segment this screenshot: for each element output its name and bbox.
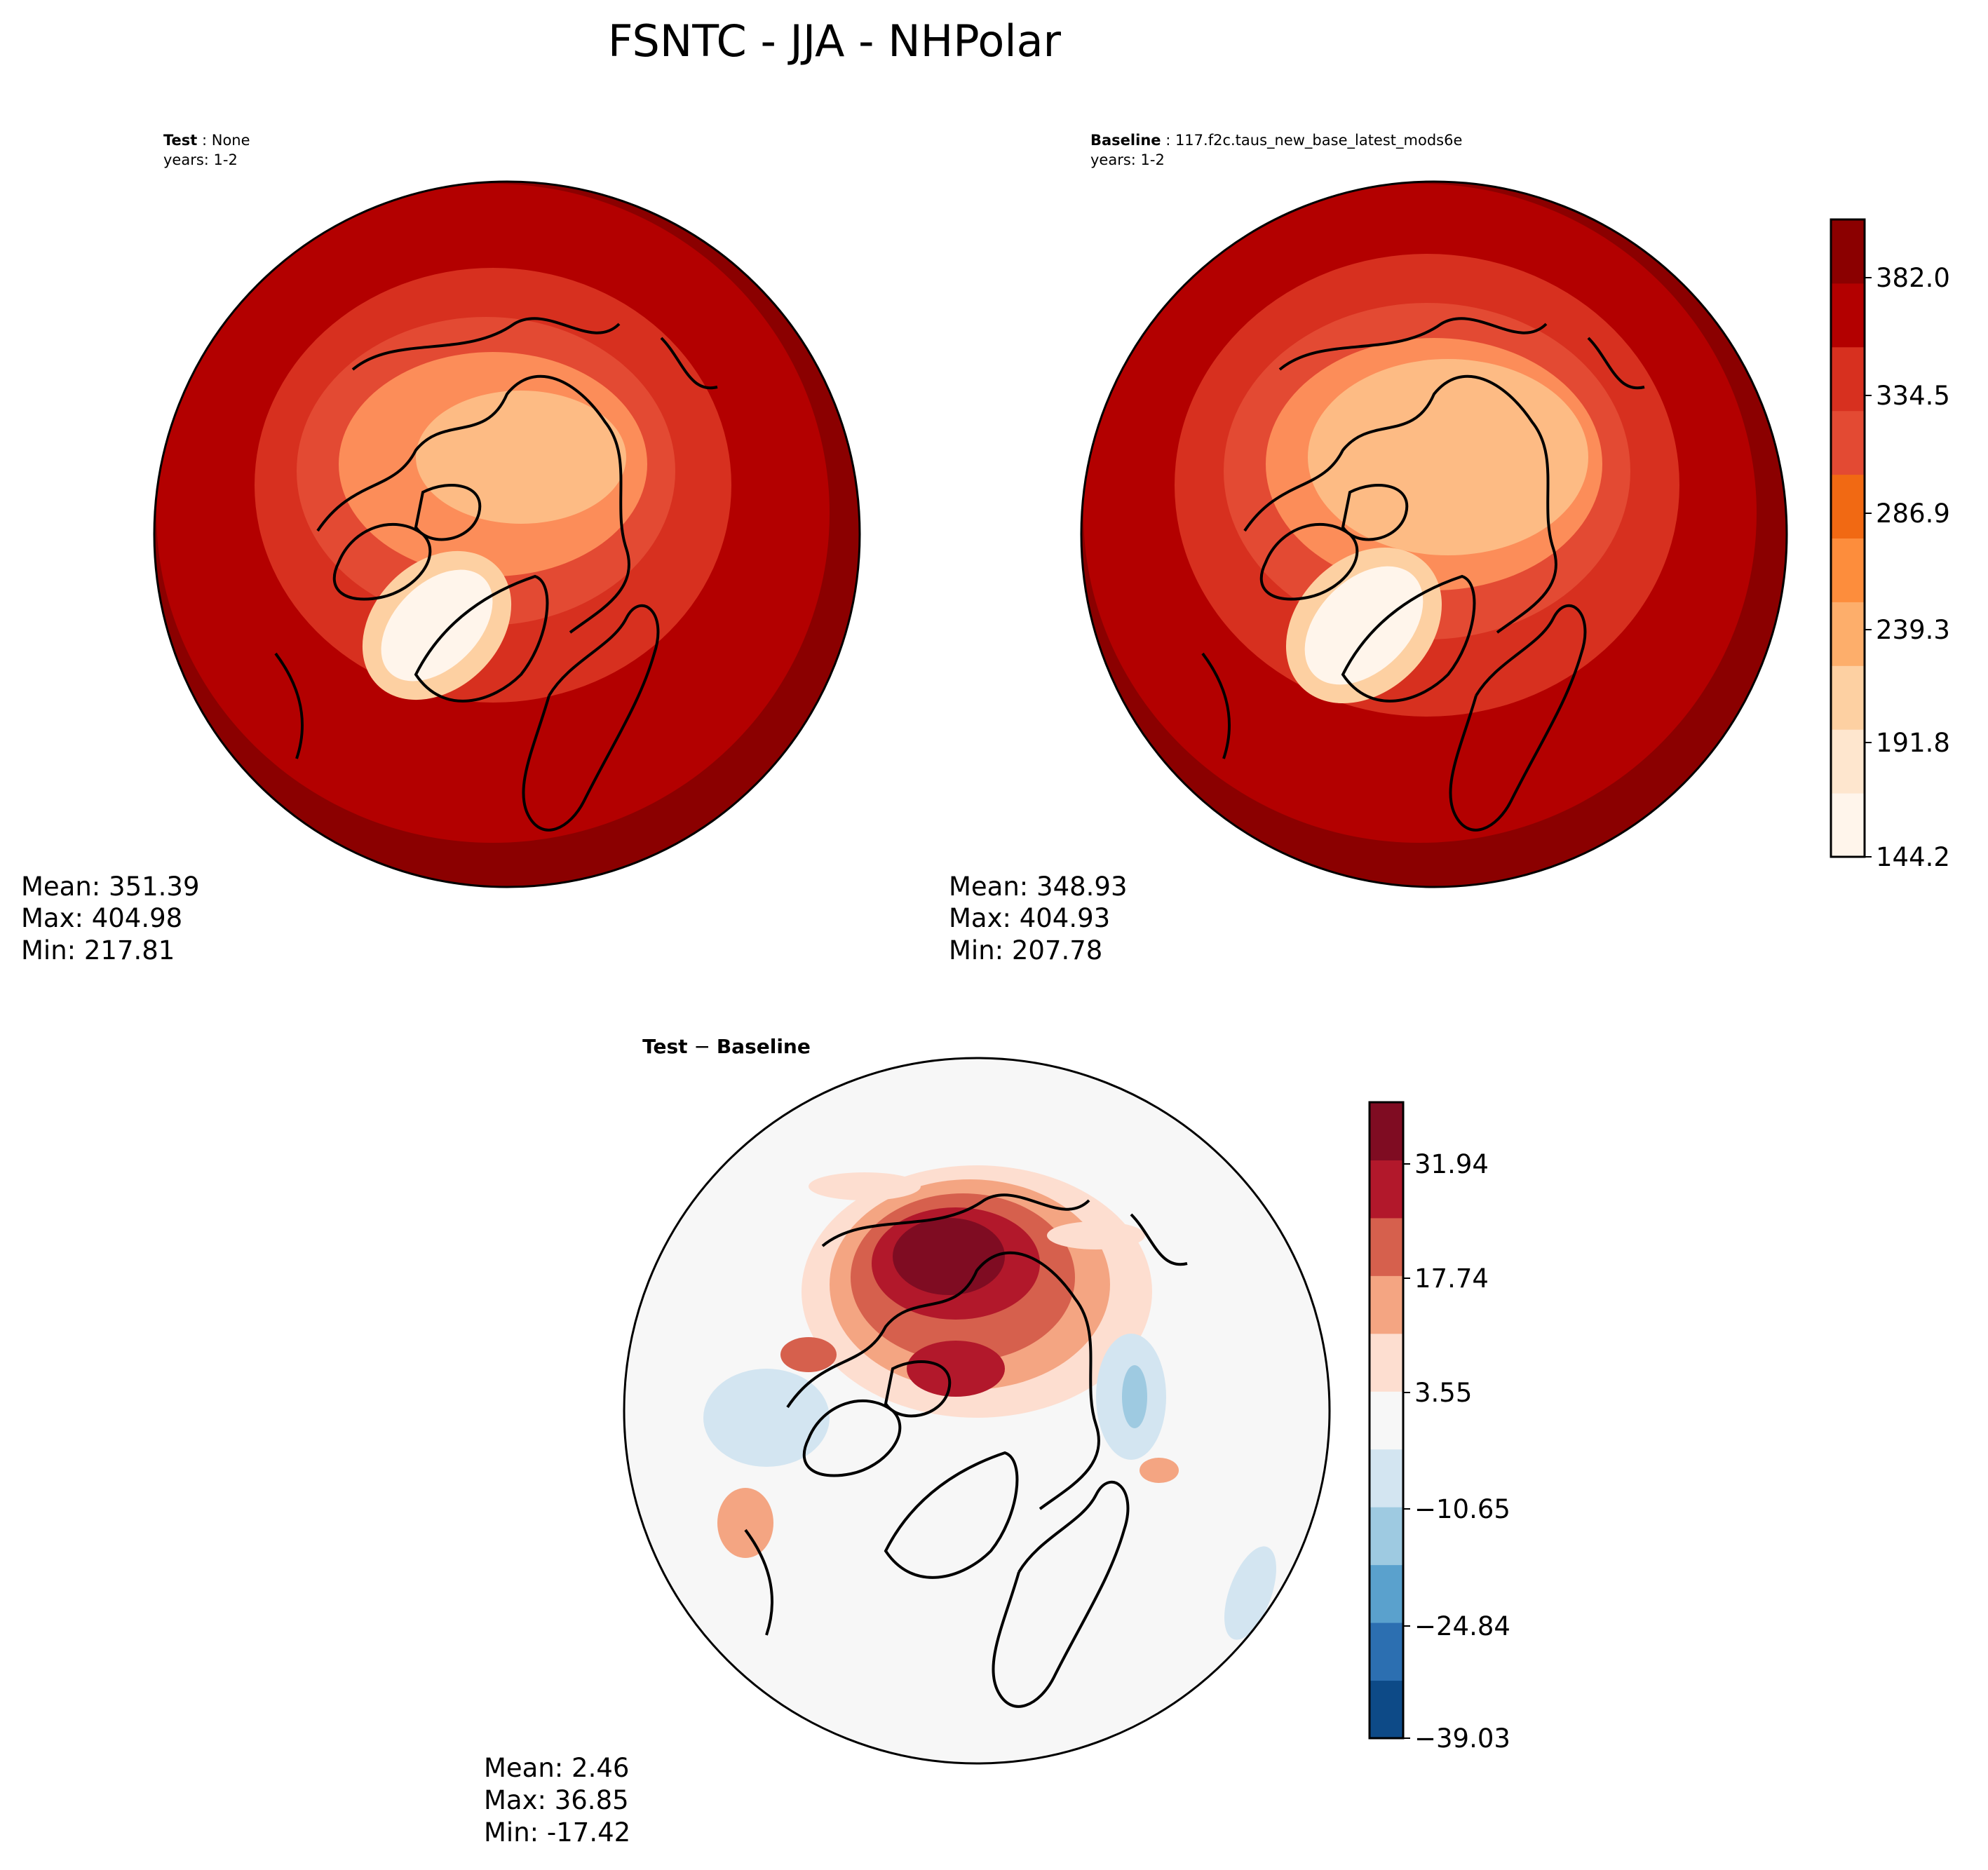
difference-band-5 — [907, 1341, 1005, 1397]
difference-min: Min: -17.42 — [484, 1817, 630, 1848]
difference-label-bold2: Baseline — [717, 1035, 811, 1058]
colorbar-1-band — [1831, 410, 1865, 475]
colorbar-2-tick-label: −10.65 — [1414, 1494, 1510, 1524]
colorbar-1-band — [1831, 474, 1865, 538]
test-band-7 — [381, 569, 493, 682]
test-max: Max: 404.98 — [21, 903, 182, 933]
colorbar-1-band — [1831, 346, 1865, 412]
colorbar-2-tick-label: 31.94 — [1414, 1149, 1489, 1179]
test-map-border — [153, 180, 861, 888]
baseline-map-border — [1080, 180, 1788, 888]
colorbar-2-band — [1370, 1507, 1403, 1566]
colorbar-2-tick-label: −24.84 — [1414, 1611, 1510, 1641]
colorbar-1-tick-label: 239.3 — [1876, 615, 1950, 645]
difference-band-8 — [703, 1369, 830, 1467]
baseline-band-7 — [1304, 566, 1424, 685]
colorbar-2-band — [1370, 1564, 1403, 1623]
colorbar-2-band — [1370, 1449, 1403, 1507]
difference-panel-label: Test − Baseline — [642, 1035, 811, 1058]
difference-band-11 — [1140, 1458, 1179, 1483]
colorbar-2: 31.94 17.74 3.55 −10.65 −24.84 −39.03 — [1368, 1101, 1510, 1754]
colorbar-1-band — [1831, 729, 1865, 794]
test-panel-label-bold: Test — [163, 132, 197, 149]
difference-band-13 — [1047, 1221, 1145, 1249]
test-panel-label: Test : None — [163, 132, 250, 149]
colorbar-1-tick-label: 382.0 — [1876, 263, 1950, 293]
difference-band-4 — [893, 1218, 1005, 1295]
colorbar-1-band — [1831, 538, 1865, 602]
colorbar-1-band — [1831, 665, 1865, 730]
baseline-panel-label: Baseline : 117.f2c.taus_new_base_latest_… — [1090, 132, 1462, 149]
baseline-panel: Baseline : 117.f2c.taus_new_base_latest_… — [949, 132, 1788, 966]
colorbar-2-tick-label: −39.03 — [1414, 1723, 1510, 1754]
baseline-panel-label-rest: : 117.f2c.taus_new_base_latest_mods6e — [1161, 132, 1463, 149]
figure-title: FSNTC - JJA - NHPolar — [608, 15, 1062, 67]
baseline-band-5 — [1308, 359, 1588, 555]
colorbar-1: 382.0 334.5 286.9 239.3 191.8 144.2 — [1830, 218, 1950, 872]
test-panel: Test : None years: 1-2 Mean: 351.39 Max:… — [21, 132, 861, 966]
colorbar-1-band — [1831, 793, 1865, 858]
colorbar-1-band — [1831, 602, 1865, 666]
colorbar-2-band — [1370, 1391, 1403, 1450]
baseline-panel-years: years: 1-2 — [1090, 151, 1165, 168]
colorbar-2-band — [1370, 1275, 1403, 1334]
difference-max: Max: 36.85 — [484, 1785, 629, 1815]
colorbar-2-tick-label: 17.74 — [1414, 1263, 1489, 1294]
difference-label-bold: Test — [642, 1035, 687, 1058]
colorbar-1-band — [1831, 219, 1865, 284]
colorbar-1-tick-label: 286.9 — [1876, 499, 1950, 529]
colorbar-2-tick-label: 3.55 — [1414, 1378, 1472, 1408]
baseline-panel-label-bold: Baseline — [1090, 132, 1161, 149]
test-band-5 — [416, 391, 626, 524]
difference-band-6 — [780, 1337, 837, 1372]
difference-label-sep: − — [688, 1035, 717, 1058]
colorbar-2-band — [1370, 1622, 1403, 1681]
colorbar-1-border — [1830, 218, 1866, 858]
test-min: Min: 217.81 — [21, 935, 175, 966]
colorbar-2-band — [1370, 1680, 1403, 1739]
colorbar-2-border — [1368, 1101, 1405, 1740]
difference-panel: Test − Baseline — [484, 1035, 1331, 1848]
colorbar-1-tick-label: 191.8 — [1876, 728, 1950, 758]
colorbar-2-band — [1370, 1333, 1403, 1392]
difference-band-14 — [1224, 1546, 1276, 1640]
difference-map-border — [623, 1057, 1331, 1765]
colorbar-1-tick-label: 334.5 — [1876, 381, 1950, 411]
difference-band-7 — [717, 1488, 773, 1558]
baseline-panel-map — [1081, 182, 1787, 887]
baseline-mean: Mean: 348.93 — [949, 872, 1128, 902]
colorbar-2-band — [1370, 1217, 1403, 1276]
difference-panel-map — [624, 1058, 1330, 1763]
test-panel-years: years: 1-2 — [163, 151, 238, 168]
test-panel-label-rest: : None — [197, 132, 250, 149]
colorbar-1-band — [1831, 283, 1865, 348]
difference-band-12 — [809, 1172, 921, 1200]
difference-band-10 — [1122, 1365, 1147, 1428]
baseline-min: Min: 207.78 — [949, 935, 1102, 966]
test-panel-map — [154, 182, 860, 887]
colorbar-2-band — [1370, 1102, 1403, 1160]
test-mean: Mean: 351.39 — [21, 872, 200, 902]
colorbar-2-band — [1370, 1160, 1403, 1219]
colorbar-1-tick-label: 144.2 — [1876, 842, 1950, 872]
baseline-max: Max: 404.93 — [949, 903, 1110, 933]
difference-mean: Mean: 2.46 — [484, 1753, 629, 1783]
